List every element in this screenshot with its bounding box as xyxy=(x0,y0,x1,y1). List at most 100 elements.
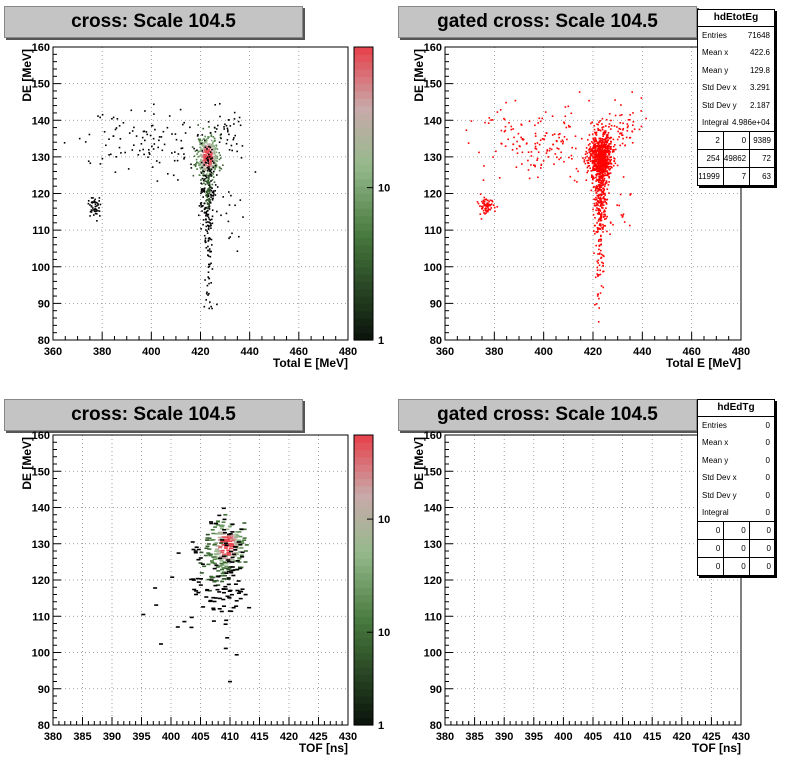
x-tick-label: 390 xyxy=(495,731,513,743)
data-point xyxy=(200,149,202,151)
data-point xyxy=(205,211,207,214)
data-point xyxy=(594,164,596,166)
data-point xyxy=(224,557,229,559)
data-point xyxy=(591,148,594,150)
data-point xyxy=(218,555,223,558)
data-point xyxy=(179,108,182,111)
stats-label: Integral xyxy=(702,507,729,517)
data-point xyxy=(544,111,547,113)
data-point xyxy=(605,217,608,220)
data-point xyxy=(508,122,510,124)
data-point xyxy=(208,184,210,187)
data-point xyxy=(600,146,602,148)
data-point xyxy=(208,197,211,200)
data-point xyxy=(605,203,608,205)
data-point xyxy=(600,152,602,155)
data-point xyxy=(534,142,536,145)
y-tick-label: 90 xyxy=(38,684,50,696)
data-point xyxy=(599,199,602,201)
data-point xyxy=(563,121,565,124)
data-point xyxy=(205,212,207,215)
data-point xyxy=(200,202,203,204)
data-point xyxy=(517,132,520,135)
data-point xyxy=(597,127,599,130)
data-point xyxy=(484,121,486,124)
data-point xyxy=(214,140,216,142)
data-point xyxy=(210,135,213,138)
data-point xyxy=(516,140,518,143)
data-point xyxy=(228,543,233,546)
data-point xyxy=(183,156,186,159)
data-point xyxy=(228,680,232,683)
data-point xyxy=(208,204,211,207)
data-point xyxy=(598,129,601,131)
data-point xyxy=(481,200,483,203)
data-point xyxy=(510,128,513,131)
data-point xyxy=(561,139,564,141)
y-tick-label: 120 xyxy=(32,189,50,201)
data-point xyxy=(244,544,249,546)
data-point xyxy=(206,578,211,581)
data-point xyxy=(114,128,117,131)
data-point xyxy=(215,558,220,560)
data-point xyxy=(202,151,205,154)
data-point xyxy=(608,123,611,125)
data-point xyxy=(212,136,215,138)
data-point xyxy=(235,589,240,592)
stats-cell: 0 xyxy=(723,521,749,540)
colorbar-label: 1 xyxy=(378,720,384,732)
colorbar-segment xyxy=(354,288,373,297)
data-point xyxy=(224,565,229,568)
data-point xyxy=(198,584,203,586)
data-point xyxy=(108,138,110,140)
colorbar-segment xyxy=(354,645,373,654)
data-point xyxy=(158,161,161,164)
data-point xyxy=(602,135,604,137)
data-point xyxy=(603,150,606,153)
data-point xyxy=(216,174,218,176)
data-point xyxy=(230,544,235,547)
data-point xyxy=(601,202,604,205)
data-point xyxy=(118,146,121,149)
data-point xyxy=(552,143,554,146)
data-point xyxy=(542,160,545,162)
data-point xyxy=(584,162,587,165)
data-point xyxy=(597,154,599,156)
data-point xyxy=(101,157,104,160)
data-point xyxy=(213,155,215,158)
grid-lines xyxy=(53,47,348,340)
data-point xyxy=(223,574,227,577)
data-point xyxy=(597,259,600,262)
data-point xyxy=(226,533,231,536)
data-point xyxy=(228,119,230,121)
data-point xyxy=(619,128,622,130)
data-point xyxy=(209,225,211,227)
data-point xyxy=(606,198,609,201)
data-point xyxy=(499,109,502,111)
data-point xyxy=(220,557,225,560)
data-point xyxy=(600,202,603,204)
data-point xyxy=(207,195,210,198)
data-point xyxy=(233,118,236,120)
data-point xyxy=(605,137,607,139)
colorbar-segment xyxy=(354,318,373,326)
data-point xyxy=(239,199,242,201)
data-point xyxy=(534,145,537,148)
colorbar-segment xyxy=(354,514,373,523)
colorbar-segment xyxy=(354,208,373,217)
data-point xyxy=(207,174,209,177)
data-point xyxy=(603,174,605,177)
data-point xyxy=(222,556,226,559)
data-point xyxy=(202,145,205,148)
colorbar-segment xyxy=(354,456,373,465)
colorbar-segment xyxy=(354,134,373,143)
data-point xyxy=(147,156,149,158)
data-point xyxy=(594,148,597,150)
data-point xyxy=(210,161,213,164)
data-point xyxy=(214,164,217,167)
data-point xyxy=(197,133,199,136)
data-point xyxy=(479,205,481,207)
data-point xyxy=(227,610,232,612)
data-point xyxy=(208,599,213,602)
data-point xyxy=(503,118,506,121)
